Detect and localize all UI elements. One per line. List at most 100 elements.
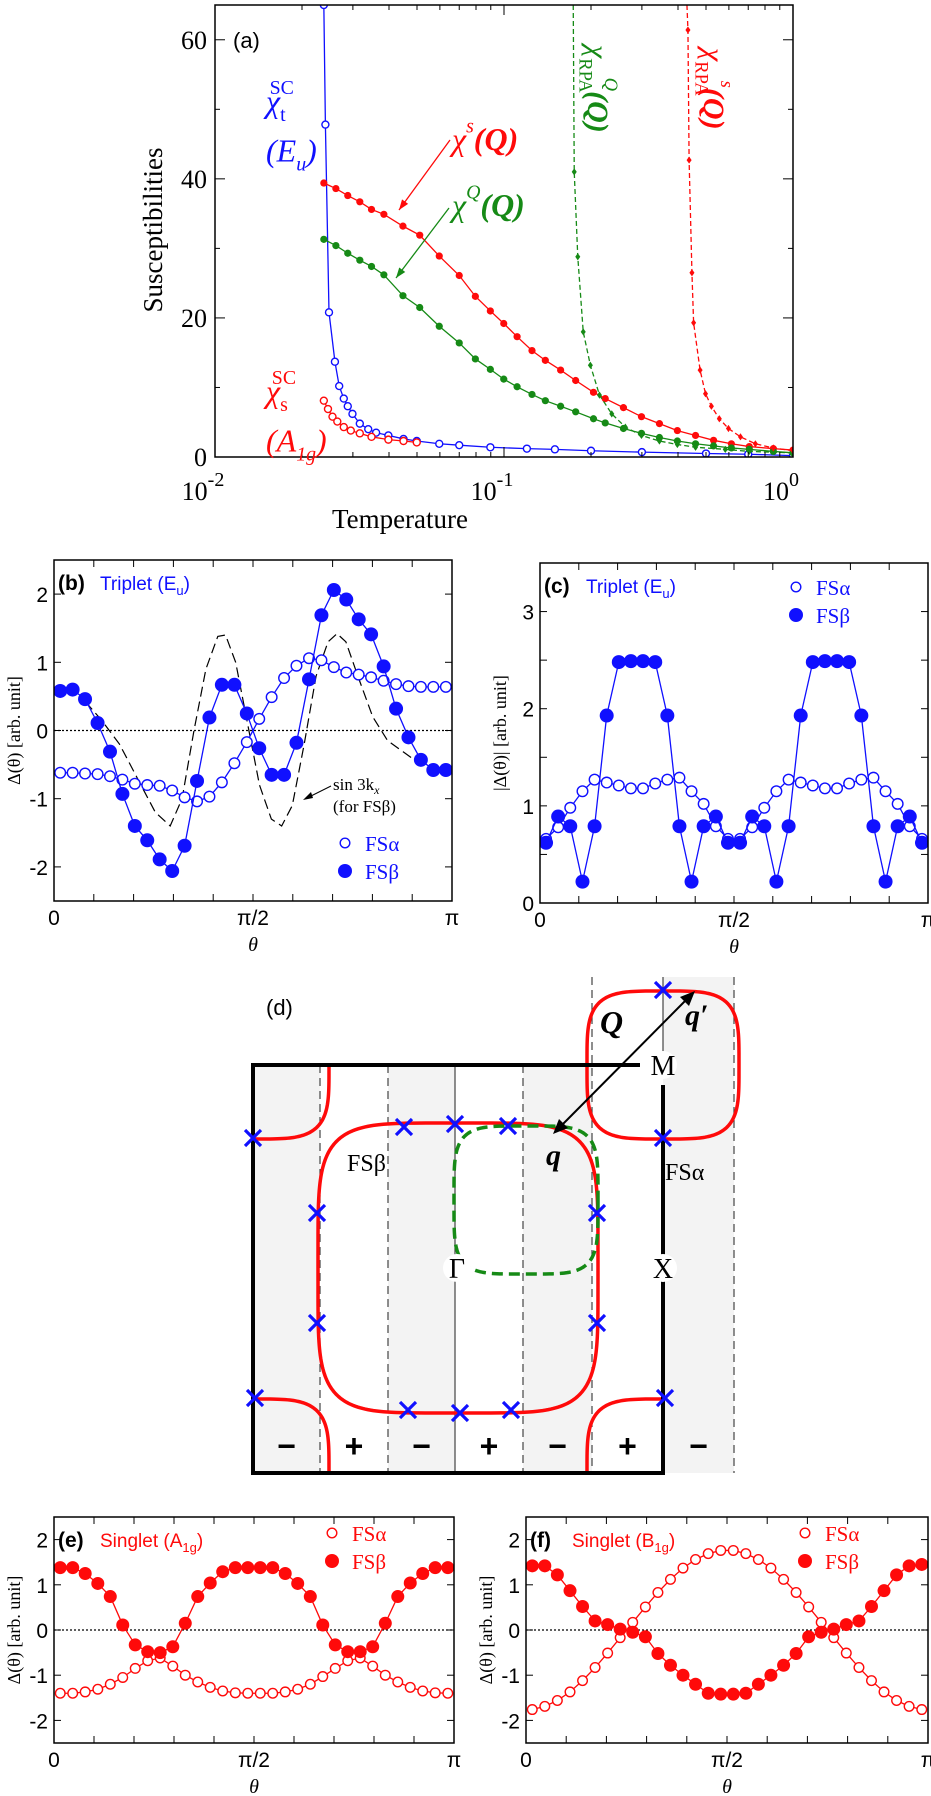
data-point [689,1677,703,1691]
data-point [116,1618,130,1632]
data-point [338,864,352,878]
data-point [878,1686,890,1698]
fermi-surface-alpha [253,1397,331,1473]
data-point [54,1687,66,1699]
sign-label: + [480,1428,499,1464]
series-label: χtSC [263,77,294,126]
series-fs-alpha [526,1544,928,1716]
series-line [532,1563,922,1695]
data-point [612,779,625,792]
node-cross-icon [394,1117,414,1137]
x-axis-label: θ [249,1776,259,1796]
series-fs-beta [54,583,452,878]
data-point [557,366,565,374]
data-point [429,1687,441,1699]
data-point [789,608,803,622]
data-point [572,408,580,416]
data-point [637,782,650,795]
legend-entry: FSα [816,576,850,600]
panel-title-end: ) [197,1531,203,1552]
data-point [676,1668,690,1682]
data-point [340,666,353,679]
data-point [708,809,723,824]
node-cross-icon [653,1128,673,1148]
plot-frame [53,559,453,902]
data-point [416,303,424,312]
data-point [54,766,67,779]
data-point [891,1695,903,1707]
data-point [793,708,808,723]
data-point [65,682,80,697]
series-label-sup: Q [600,78,621,92]
data-point [751,1677,765,1691]
data-point [377,674,390,687]
panel-label: (c) [544,575,570,598]
data-point [390,678,403,691]
data-point [352,668,365,681]
data-point [92,1683,104,1695]
data-point [814,1625,828,1639]
data-point [403,1576,417,1590]
data-point [854,708,869,723]
shaded-region [253,1065,320,1473]
data-point [673,426,681,435]
label-background [443,1254,471,1282]
data-point [414,680,427,693]
data-point [627,1616,639,1628]
data-point [319,5,329,10]
y-tick-label: 2 [36,1530,48,1553]
data-point [752,440,758,448]
data-point [367,432,376,442]
data-point [890,1568,904,1582]
y-tick-label: -2 [501,1710,520,1733]
data-point [315,654,328,667]
series-line [545,660,923,882]
data-point [177,838,192,853]
data-point [364,424,373,434]
data-point [638,1630,652,1644]
annotation-arrow [398,139,451,211]
data-point [67,1687,79,1699]
data-point [326,583,341,598]
node-cross-icon [587,1313,607,1333]
node-cross-icon [450,1403,470,1423]
data-point [794,776,807,789]
vector-label-q: q [546,1139,561,1172]
data-point [215,776,228,789]
data-point [389,701,404,716]
series-label-sub: s [280,394,288,416]
reference-curve [85,632,412,827]
data-point [839,1618,853,1632]
data-point [346,426,355,435]
series-line [323,182,793,451]
data-point [601,419,609,427]
data-point [355,419,365,428]
data-point [500,319,508,328]
data-point [541,397,549,405]
x-tick-label: 100 [763,469,799,506]
data-point [702,1548,714,1560]
data-point [737,433,743,441]
y-tick-label: 0 [36,1620,48,1643]
data-point [902,809,917,824]
data-point [513,383,521,391]
x-axis-label: Temperature [332,504,468,534]
data-point [399,222,407,230]
y-tick-label: -2 [29,1710,48,1733]
panel-a: 0 20 40 60 10-2 10-1 100 Temperature Susceptibil… [138,4,799,534]
data-point [203,790,216,803]
legend-entry: FSα [365,832,399,856]
data-point [528,390,536,399]
data-point [818,782,831,795]
data-point [660,708,675,723]
data-point [327,661,340,674]
data-point [435,252,443,260]
label-background [649,1051,677,1079]
data-point [356,256,364,264]
sign-label: − [412,1428,431,1464]
data-point [575,253,581,261]
sign-label: + [345,1428,364,1464]
data-point [116,773,129,786]
data-point [376,659,391,674]
data-point [392,1676,404,1688]
